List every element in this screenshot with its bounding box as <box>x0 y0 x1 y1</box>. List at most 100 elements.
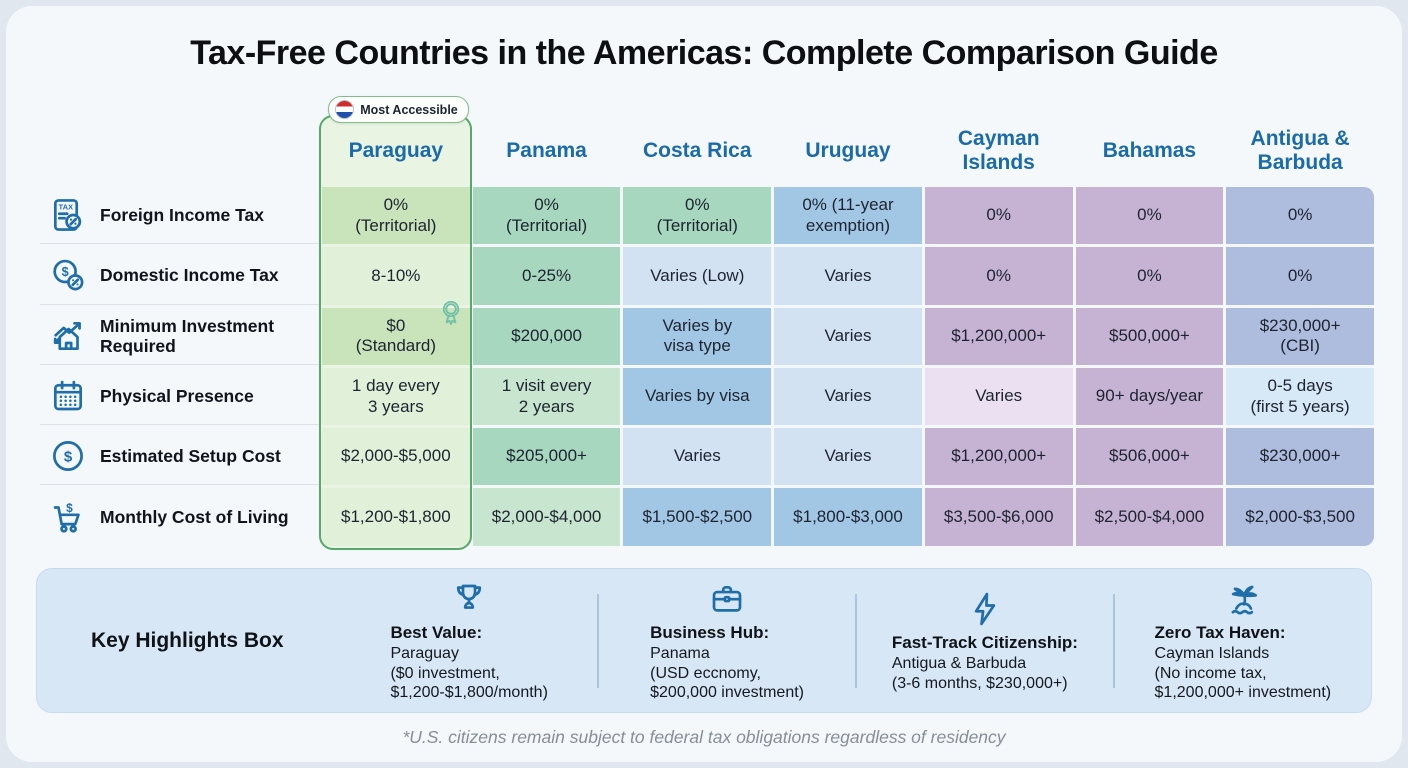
table-cell: $2,000-$3,500 <box>1226 488 1374 546</box>
table-cell: Varies <box>623 428 772 486</box>
briefcase-icon <box>708 578 746 618</box>
dollar-circle-icon: $ <box>48 436 88 476</box>
highlight-title: Fast-Track Citizenship: <box>891 632 1078 652</box>
most-accessible-badge: Most Accessible <box>323 96 474 123</box>
column-header-antigua-barbuda: Antigua & Barbuda <box>1250 126 1350 174</box>
table-cell: Varies <box>774 428 922 486</box>
page-title: Tax-Free Countries in the Americas: Comp… <box>190 34 1218 72</box>
highlight-text: Business Hub: Panama (USD eccnomy, $200,000… <box>650 622 804 704</box>
highlight-line: ($0 investment, <box>390 664 500 682</box>
table-cell: $1,200,000+ <box>924 307 1073 365</box>
dollar-percent-icon: $ <box>48 255 88 295</box>
highlight-line: (No income tax, <box>1154 664 1267 682</box>
column-header-cayman-islands: Cayman Islands <box>957 126 1040 174</box>
row-label: $ Monthly Cost of Living <box>40 488 319 545</box>
table-cell: 8-10% <box>322 247 470 305</box>
infographic-card: Tax-Free Countries in the Americas: Comp… <box>6 6 1402 762</box>
row-label-text: Foreign Income Tax <box>100 205 265 226</box>
table-cell: $0 (Standard) <box>322 300 470 365</box>
highlight-line: Antigua & Barbuda <box>891 654 1027 672</box>
table-cell: $1,800-$3,000 <box>774 488 922 546</box>
table-cell: 0% (Territorial) <box>472 187 621 245</box>
row-label-text: Physical Presence <box>100 385 254 406</box>
tax-document-icon: TAX <box>48 195 88 235</box>
table-cell: 0% <box>1075 187 1224 245</box>
footnote: *U.S. citizens remain subject to federal… <box>402 727 1006 747</box>
highlight-line: (USD eccnomy, <box>650 664 761 682</box>
column-header-panama: Panama <box>506 138 587 162</box>
table-cell: 0% <box>924 187 1073 245</box>
palm-island-icon <box>1224 578 1262 618</box>
svg-text:TAX: TAX <box>59 202 74 211</box>
table-cell: 90+ days/year <box>1075 367 1224 426</box>
column-header-costa-rica: Costa Rica <box>643 138 752 162</box>
table-cell: 0% <box>1226 187 1374 245</box>
table-cell: Varies <box>774 247 922 305</box>
highlight-divider <box>1113 593 1115 688</box>
highlight-item: Fast-Track Citizenship: Antigua & Barbuda… <box>857 588 1113 694</box>
highlights-items: Best Value: Paraguay ($0 investment, $1,200… <box>341 569 1371 712</box>
svg-text:$: $ <box>66 501 73 515</box>
table-cell: 0% <box>924 247 1073 305</box>
highlights-box-label: Key Highlights Box <box>91 628 284 652</box>
highlight-line: Paraguay <box>390 644 459 662</box>
row-label-text: Estimated Setup Cost <box>100 446 281 467</box>
award-ribbon-icon <box>434 296 468 330</box>
row-label-text: Minimum Investment Required <box>100 315 275 356</box>
table-cell: 1 visit every 2 years <box>472 367 621 426</box>
row-label: $ Estimated Setup Cost <box>40 428 319 486</box>
table-cell: 0% (11-year exemption) <box>774 187 922 245</box>
table-corner <box>40 118 319 184</box>
table-cell: 1 day every 3 years <box>322 367 470 426</box>
table-cell: $2,000-$5,000 <box>322 428 470 486</box>
table-cell: 0% (Territorial) <box>322 187 470 245</box>
table-cell: 0% (Territorial) <box>623 187 772 245</box>
table-cell: Varies <box>774 367 922 426</box>
highlight-item: Business Hub: Panama (USD eccnomy, $200,000… <box>599 578 855 704</box>
row-label-text: Monthly Cost of Living <box>100 507 289 528</box>
table-cell: $500,000+ <box>1075 307 1224 365</box>
highlight-item: Best Value: Paraguay ($0 investment, $1,200… <box>341 578 597 704</box>
table-cell: $1,200-$1,800 <box>322 488 470 546</box>
paraguay-flag-icon <box>335 100 355 119</box>
column-header-uruguay: Uruguay <box>805 138 891 162</box>
badge-pill: Most Accessible <box>328 96 469 123</box>
table-cell: $506,000+ <box>1075 428 1224 486</box>
row-label: Physical Presence <box>40 368 319 426</box>
table-cell: $230,000+ (CBI) <box>1226 307 1374 365</box>
svg-text:$: $ <box>62 265 69 279</box>
row-label-text: Domestic Income Tax <box>100 265 279 286</box>
table-cell: Varies <box>924 367 1073 426</box>
table-cell: 0-5 days (first 5 years) <box>1226 367 1374 426</box>
table-cell: $230,000+ <box>1226 428 1374 486</box>
house-growth-icon <box>48 316 88 356</box>
highlight-title: Zero Tax Haven: <box>1154 622 1286 642</box>
highlight-line: $1,200-$1,800/month) <box>390 684 548 702</box>
column-header-bahamas: Bahamas <box>1102 138 1197 162</box>
svg-text:$: $ <box>64 449 73 466</box>
highlight-divider <box>855 593 857 688</box>
row-label: TAX Foreign Income Tax <box>40 187 319 245</box>
table-cell: $2,000-$4,000 <box>472 488 621 546</box>
trophy-icon <box>450 578 488 618</box>
table-cell: $1,500-$2,500 <box>623 488 772 546</box>
badge-label: Most Accessible <box>360 102 458 117</box>
highlight-line: Cayman Islands <box>1154 644 1270 662</box>
highlight-text: Best Value: Paraguay ($0 investment, $1,200… <box>390 622 547 704</box>
highlight-divider <box>597 593 599 688</box>
table-cell: Varies by visa <box>623 367 772 426</box>
highlight-text: Fast-Track Citizenship: Antigua & Barbuda… <box>892 632 1078 694</box>
comparison-table-wrap: Paraguay Panama Costa Rica Uruguay Cayman Is… <box>40 96 1374 555</box>
highlight-line: $200,000 investment) <box>650 684 804 702</box>
table-cell: $3,500-$6,000 <box>924 488 1073 546</box>
key-highlights-box: Key Highlights Box Best Value: Paraguay ($… <box>36 568 1372 713</box>
table-cell: $2,500-$4,000 <box>1075 488 1224 546</box>
lightning-icon <box>966 588 1004 628</box>
table-cell: 0% <box>1075 247 1224 305</box>
highlight-line: $1,200,000+ investment) <box>1154 684 1332 702</box>
highlight-line: Panama <box>650 644 710 662</box>
row-label: Minimum Investment Required <box>40 308 319 365</box>
calendar-icon <box>48 376 88 416</box>
cart-dollar-icon: $ <box>48 497 88 537</box>
highlight-item: Zero Tax Haven: Cayman Islands (No income … <box>1115 578 1371 704</box>
